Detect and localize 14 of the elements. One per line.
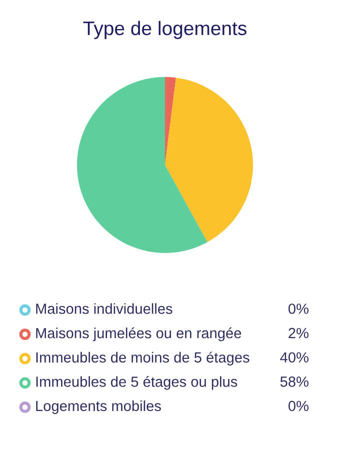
- pie-slice: [165, 78, 253, 242]
- data-label: 40%: [280, 352, 308, 363]
- legend-label: Maisons jumelées ou en rangée: [36, 327, 242, 342]
- chart-title: Type de logements: [83, 20, 246, 40]
- pie-slice: [165, 77, 176, 165]
- text: 0%: [288, 400, 308, 412]
- legend-label: Logements mobiles: [36, 400, 161, 414]
- pie-slice: [77, 77, 208, 253]
- data-label: 2%: [288, 328, 308, 338]
- legend-label: Maisons individuelles: [36, 303, 172, 314]
- legend-label: Immeubles de moins de 5 étages: [36, 352, 250, 366]
- text: 0%: [288, 304, 308, 314]
- legend-label: Immeubles de 5 étages ou plus: [36, 376, 238, 390]
- data-label: 58%: [280, 376, 308, 387]
